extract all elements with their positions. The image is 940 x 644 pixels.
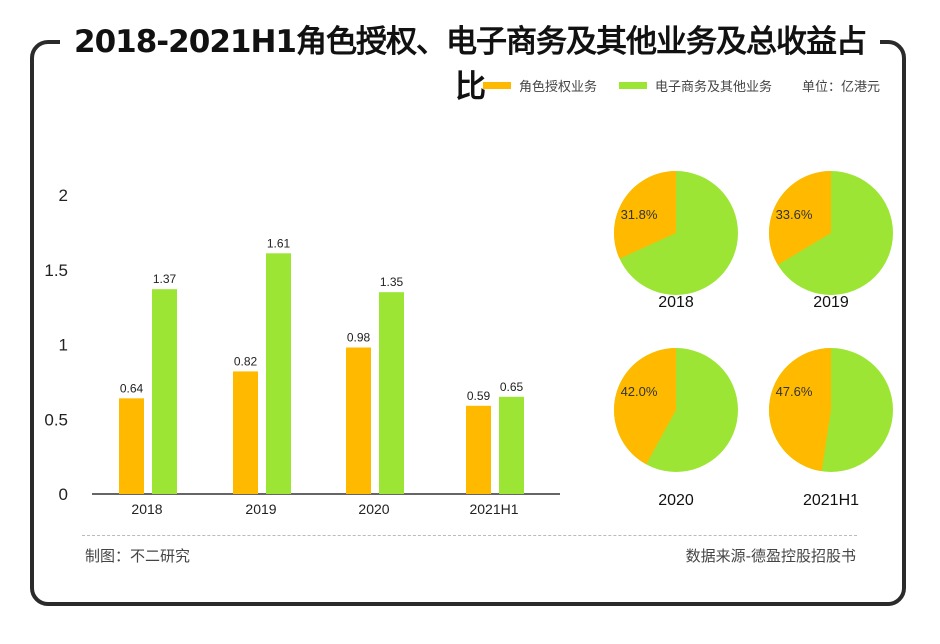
y-tick-label: 0 bbox=[59, 485, 68, 504]
pie-percent-label: 42.0% bbox=[621, 384, 658, 399]
pie-year-label: 2019 bbox=[813, 294, 849, 311]
footer-credit: 制图：不二研究 bbox=[85, 547, 191, 565]
pie-year-label: 2021H1 bbox=[803, 492, 859, 509]
data-label: 0.64 bbox=[120, 381, 144, 395]
legend-swatch-ecommerce bbox=[618, 82, 647, 89]
pie-slice-licensing bbox=[614, 171, 676, 259]
bar-licensing bbox=[346, 347, 371, 494]
pie-slice-licensing bbox=[769, 348, 831, 472]
divider bbox=[82, 535, 857, 536]
y-tick-label: 2 bbox=[59, 186, 68, 205]
data-label: 0.65 bbox=[500, 380, 524, 394]
bar-licensing bbox=[466, 405, 491, 494]
bar-ecommerce bbox=[152, 289, 177, 494]
pie-percent-label: 31.8% bbox=[621, 207, 658, 222]
bar-licensing bbox=[233, 371, 258, 494]
bar-ecommerce bbox=[499, 396, 524, 494]
data-label: 0.59 bbox=[467, 389, 491, 403]
pie-slice-licensing bbox=[614, 348, 676, 465]
bar-ecommerce bbox=[379, 292, 404, 494]
pie-percent-label: 33.6% bbox=[776, 207, 813, 222]
legend: 角色授权业务 电子商务及其他业务 单位：亿港元 bbox=[469, 76, 880, 95]
x-tick-label: 2020 bbox=[358, 501, 389, 517]
bar-ecommerce bbox=[266, 253, 291, 494]
y-tick-label: 1 bbox=[59, 336, 68, 355]
chart-title: 2018-2021H1角色授权、电子商务及其他业务及总收益占比 bbox=[60, 16, 880, 106]
data-label: 0.98 bbox=[347, 330, 371, 344]
data-label: 1.35 bbox=[380, 275, 404, 289]
legend-swatch-licensing bbox=[482, 82, 511, 89]
y-tick-label: 1.5 bbox=[44, 261, 68, 280]
x-tick-label: 2018 bbox=[131, 501, 162, 517]
legend-label-licensing: 角色授权业务 bbox=[518, 80, 597, 95]
x-tick-label: 2021H1 bbox=[469, 501, 518, 517]
footer-source: 数据来源-德盈控股招股书 bbox=[685, 547, 856, 565]
bar-licensing bbox=[119, 398, 144, 494]
pie-year-label: 2020 bbox=[658, 492, 694, 509]
pie-year-label: 2018 bbox=[658, 294, 694, 311]
legend-label-ecommerce: 电子商务及其他业务 bbox=[654, 80, 772, 95]
y-tick-label: 0.5 bbox=[44, 410, 68, 429]
x-tick-label: 2019 bbox=[245, 501, 276, 517]
pie-percent-label: 47.6% bbox=[776, 384, 813, 399]
data-label: 0.82 bbox=[234, 354, 258, 368]
data-label: 1.37 bbox=[153, 272, 177, 286]
unit-label: 单位：亿港元 bbox=[801, 80, 880, 95]
data-label: 1.61 bbox=[267, 236, 291, 250]
pie-slice-licensing bbox=[769, 171, 831, 265]
